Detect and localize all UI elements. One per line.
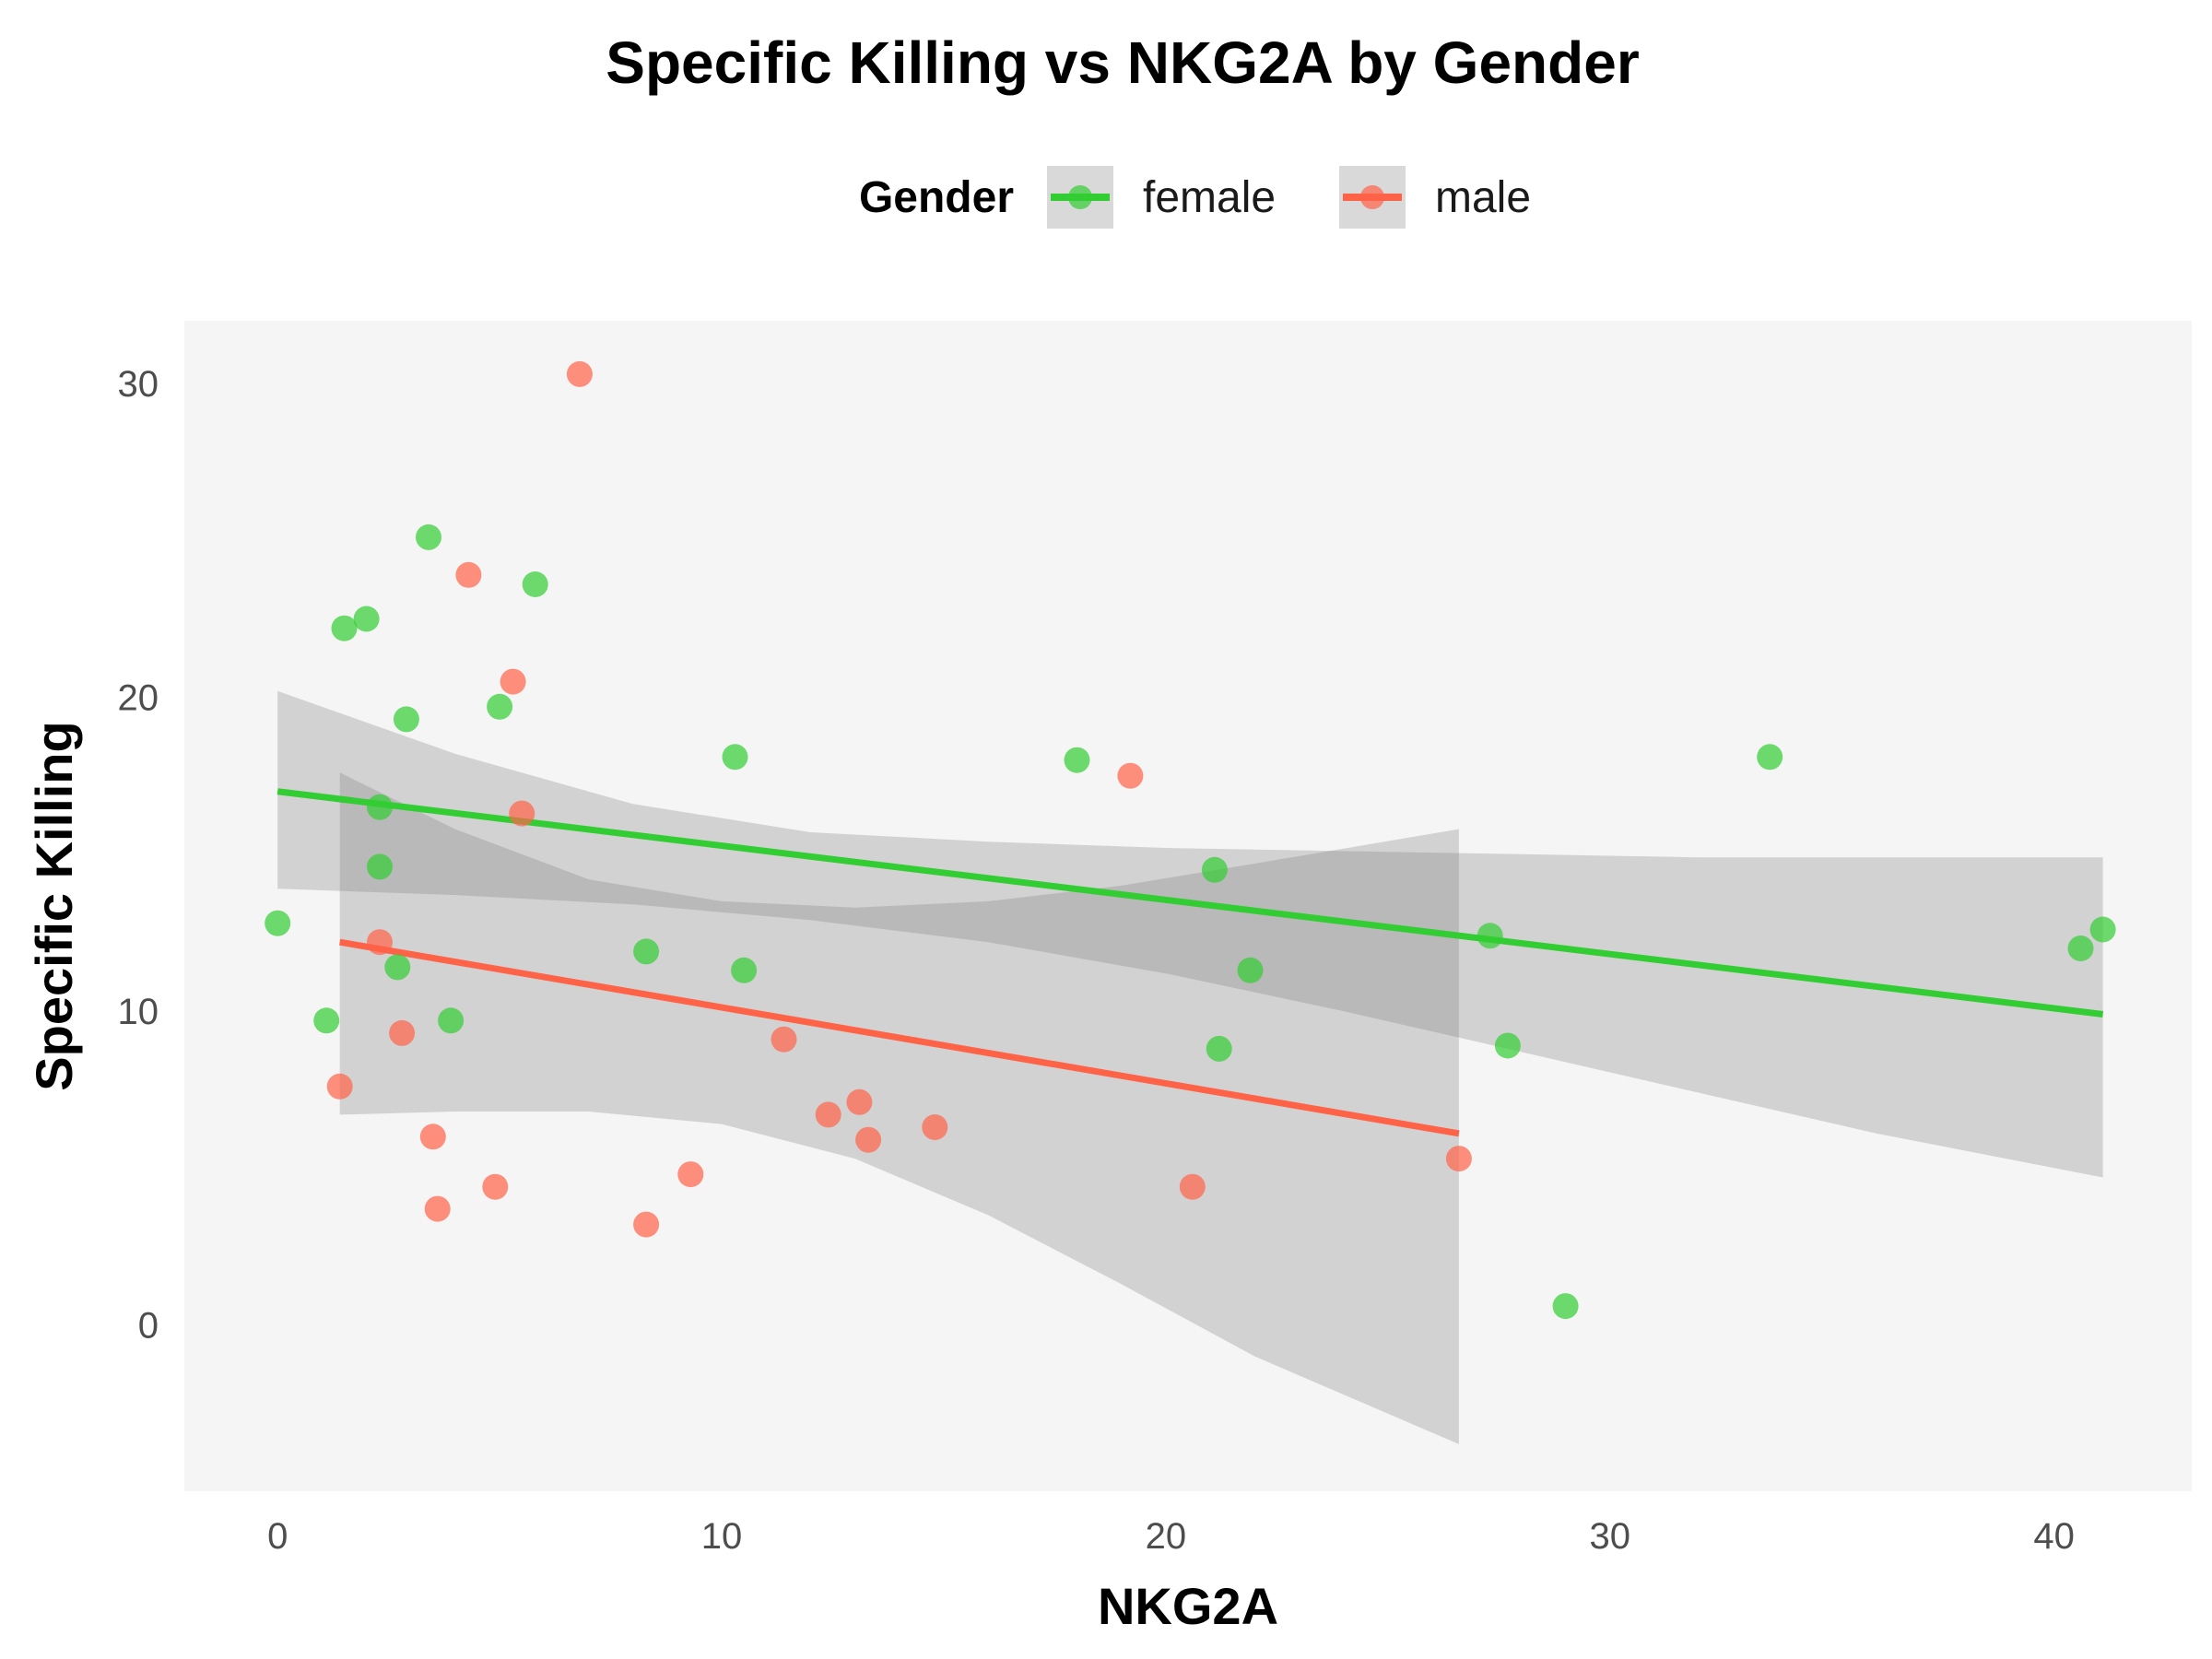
point-female	[367, 794, 393, 820]
point-female	[633, 938, 660, 965]
data-points	[265, 360, 2116, 1320]
point-female	[731, 957, 758, 983]
point-male	[424, 1195, 451, 1222]
point-male	[922, 1114, 948, 1140]
legend-title: Gender	[859, 173, 1014, 222]
x-tick-label: 10	[701, 1516, 743, 1557]
point-male	[633, 1211, 660, 1238]
y-tick-label: 30	[118, 364, 159, 405]
x-tick-label: 40	[2033, 1516, 2075, 1557]
legend-label-female: female	[1143, 173, 1276, 222]
plot-panel	[184, 321, 2192, 1491]
point-male	[367, 929, 393, 956]
x-axis-title: NKG2A	[1098, 1577, 1278, 1635]
point-female	[438, 1007, 465, 1034]
point-male	[389, 1019, 416, 1046]
confidence-bands	[277, 690, 2103, 1444]
point-female	[1477, 923, 1503, 949]
point-female	[416, 524, 441, 550]
fit-line-female	[276, 788, 2104, 1018]
x-axis-ticks: 0 10 20 30 40	[267, 1516, 2075, 1557]
point-male	[846, 1088, 873, 1115]
point-male	[771, 1026, 797, 1053]
x-tick-label: 30	[1590, 1516, 1631, 1557]
x-tick-label: 20	[1146, 1516, 1187, 1557]
point-female	[1064, 747, 1090, 773]
point-male	[855, 1126, 882, 1153]
point-male	[566, 360, 593, 387]
point-male	[500, 668, 526, 695]
legend-marker-female	[1068, 185, 1092, 209]
point-male	[419, 1124, 446, 1150]
point-male	[677, 1161, 704, 1188]
legend: Gender female male	[859, 166, 1531, 229]
point-male	[455, 561, 482, 588]
y-axis-ticks: 0 10 20 30	[118, 364, 159, 1346]
point-male	[1445, 1146, 1472, 1172]
fit-line-male	[339, 938, 1460, 1137]
confidence-band-male	[339, 772, 1459, 1444]
point-female	[2067, 935, 2094, 961]
fit-lines	[276, 788, 2104, 1137]
point-female	[384, 954, 411, 981]
y-tick-label: 0	[138, 1306, 159, 1347]
y-axis-title: Specific Killing	[25, 721, 83, 1090]
point-male	[815, 1101, 841, 1128]
point-female	[1757, 744, 1783, 771]
point-female	[2089, 916, 2116, 943]
point-female	[353, 606, 380, 632]
point-male	[1179, 1173, 1206, 1200]
chart-title: Specific Killing vs NKG2A by Gender	[606, 29, 1639, 96]
point-female	[1494, 1032, 1521, 1059]
point-male	[482, 1173, 509, 1200]
point-female	[722, 744, 748, 771]
point-female	[393, 706, 419, 733]
point-female	[367, 853, 393, 880]
point-female	[487, 693, 513, 720]
point-male	[509, 800, 535, 827]
point-female	[1206, 1035, 1232, 1062]
point-female	[1201, 856, 1228, 883]
legend-marker-male	[1360, 185, 1384, 209]
point-male	[1117, 762, 1144, 789]
point-female	[1237, 957, 1264, 983]
legend-label-male: male	[1435, 173, 1531, 222]
y-tick-label: 10	[118, 992, 159, 1032]
point-male	[326, 1073, 353, 1100]
point-female	[522, 571, 548, 597]
y-tick-label: 20	[118, 678, 159, 719]
point-female	[1552, 1293, 1579, 1320]
point-female	[313, 1007, 340, 1034]
confidence-band-female	[277, 690, 2103, 1178]
point-female	[265, 910, 291, 936]
x-tick-label: 0	[267, 1516, 288, 1557]
point-female	[331, 615, 358, 641]
